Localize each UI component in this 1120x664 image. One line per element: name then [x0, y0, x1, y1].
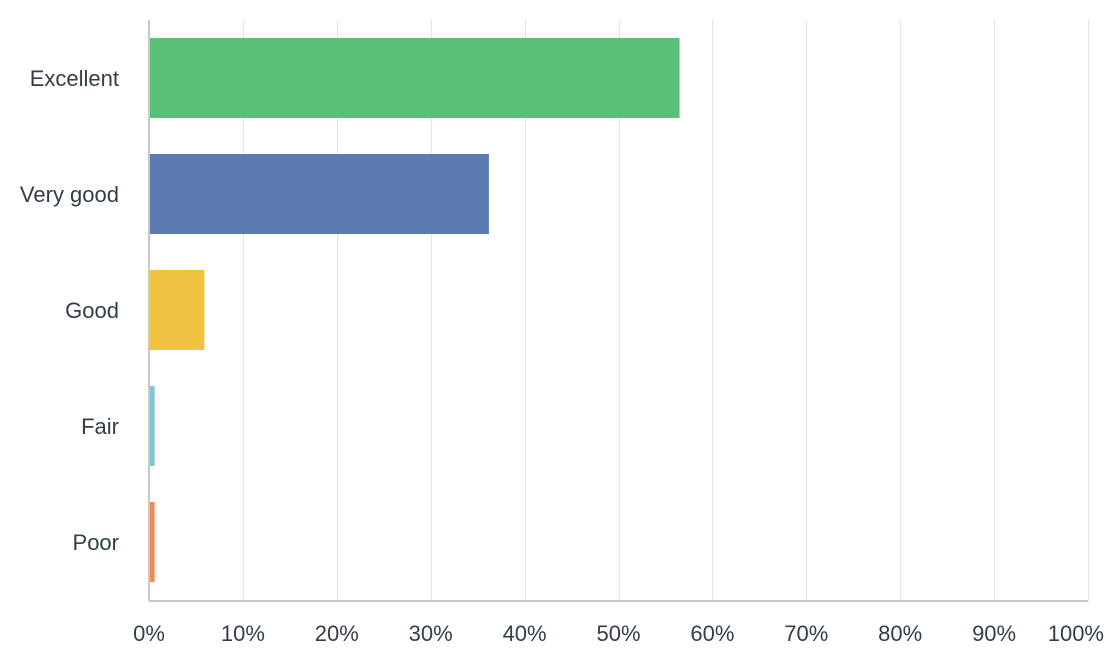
category-label-fair: Fair [81, 414, 119, 439]
x-tick-label-100: 100% [1048, 621, 1104, 646]
bar-poor [149, 502, 155, 582]
category-label-good: Good [65, 298, 119, 323]
bars [149, 38, 680, 582]
x-tick-label-20: 20% [315, 621, 359, 646]
x-tick-label-90: 90% [972, 621, 1016, 646]
tick-labels: 0% 10% 20% 30% 40% 50% 60% 70% 80% 90% 100% [133, 621, 1104, 646]
category-label-very-good: Very good [20, 182, 119, 207]
bar-fair [149, 386, 155, 466]
bar-very-good [149, 154, 489, 234]
category-label-poor: Poor [73, 530, 119, 555]
x-tick-label-0: 0% [133, 621, 165, 646]
axes [148, 20, 1088, 602]
bar-excellent [149, 38, 680, 118]
category-label-excellent: Excellent [30, 66, 119, 91]
x-tick-label-10: 10% [221, 621, 265, 646]
x-tick-label-30: 30% [409, 621, 453, 646]
x-tick-label-80: 80% [878, 621, 922, 646]
x-tick-label-70: 70% [784, 621, 828, 646]
x-tick-label-60: 60% [690, 621, 734, 646]
x-tick-label-50: 50% [596, 621, 640, 646]
bar-good [149, 270, 205, 350]
x-tick-label-40: 40% [503, 621, 547, 646]
category-labels: Excellent Very good Good Fair Poor [20, 66, 119, 555]
